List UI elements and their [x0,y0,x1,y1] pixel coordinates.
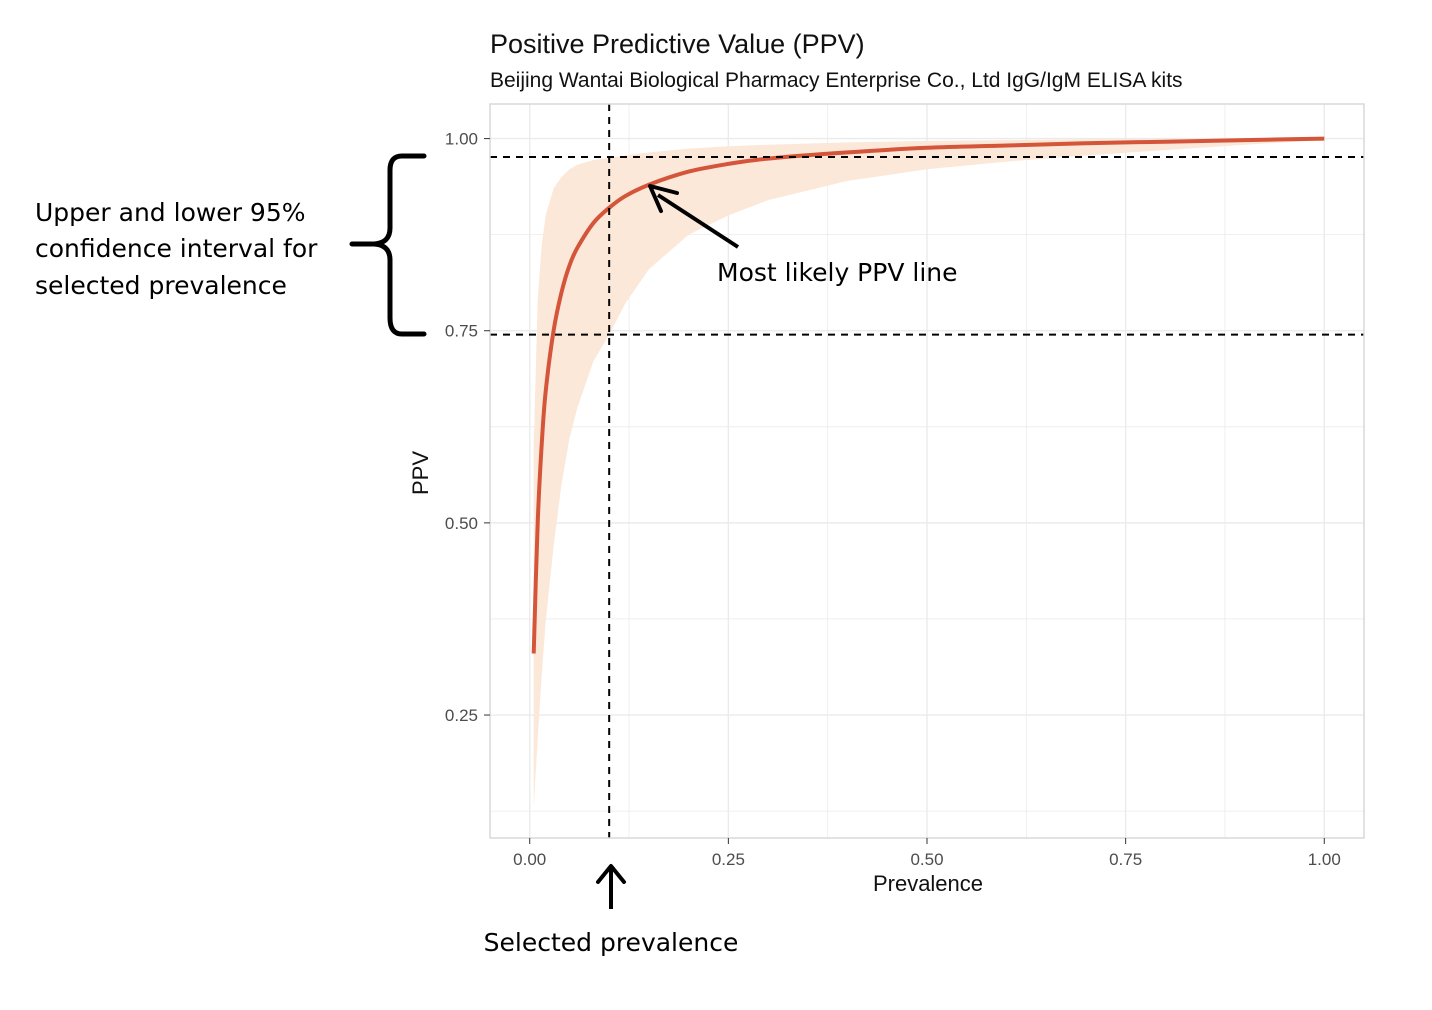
y-axis-ticks: 0.25 0.50 0.75 1.00 [445,130,490,725]
x-tick-label: 1.00 [1308,850,1341,869]
ppv-line [531,136,1325,654]
ppv-line-label: Most likely PPV line [717,258,958,287]
chart-subtitle: Beijing Wantai Biological Pharmacy Enter… [490,69,1183,92]
chart-title: Positive Predictive Value (PPV) [490,29,865,59]
prevalence-label: Selected prevalence [484,928,739,957]
y-tick-label: 1.00 [445,130,478,149]
curly-brace-icon [349,153,427,337]
x-axis-ticks: 0.00 0.25 0.50 0.75 1.00 [513,838,1341,869]
y-tick-label: 0.75 [445,322,478,341]
y-tick-label: 0.50 [445,514,478,533]
plot-panel [489,103,1365,839]
ci-label-line-1: Upper and lower 95% [35,198,305,227]
x-tick-label: 0.50 [910,850,943,869]
ci-label-line-2: confidence interval for [35,234,318,263]
arrow-head-icon [648,184,679,213]
up-arrow-icon [596,864,626,884]
ppv-line-annotation: Most likely PPV line [648,184,958,287]
grid-lines [490,104,1364,838]
y-tick-label: 0.25 [445,706,478,725]
prevalence-annotation: Selected prevalence [484,864,739,957]
y-axis-title: PPV [408,451,433,495]
x-tick-label: 0.00 [513,850,546,869]
x-axis-title: Prevalence [873,871,983,896]
x-tick-label: 0.25 [712,850,745,869]
x-tick-label: 0.75 [1109,850,1142,869]
ci-label-line-3: selected prevalence [35,271,287,300]
reference-lines [490,104,1364,838]
ci-annotation: Upper and lower 95% confidence interval … [35,153,427,337]
arrow-shaft [656,193,740,249]
